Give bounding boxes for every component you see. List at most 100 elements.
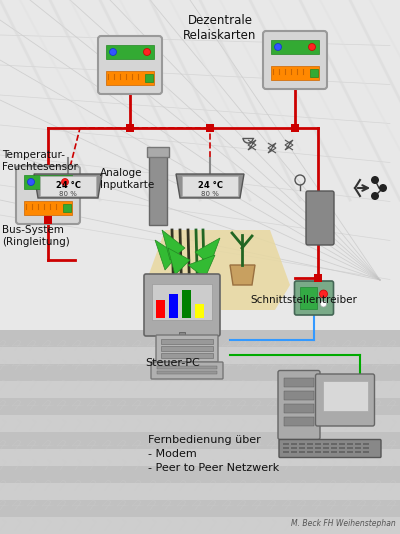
Bar [106, 45, 154, 59]
Circle shape [28, 178, 34, 185]
Bar [347, 443, 353, 445]
Circle shape [308, 43, 316, 51]
Bar [307, 443, 313, 445]
Bar [291, 443, 297, 445]
Text: Analoge
Inputkarte: Analoge Inputkarte [100, 168, 154, 190]
Bar [331, 446, 337, 449]
Bar [0, 381, 400, 398]
Circle shape [371, 176, 379, 184]
FancyBboxPatch shape [144, 274, 220, 336]
Bar [161, 353, 213, 358]
Bar [299, 451, 305, 453]
Bar [182, 290, 191, 318]
Circle shape [110, 49, 116, 56]
Text: Fernbedienung über
- Modem
- Peer to Peer Netzwerk: Fernbedienung über - Modem - Peer to Pee… [148, 435, 279, 473]
Bar [0, 398, 400, 415]
Bar [347, 446, 353, 449]
Bar [307, 451, 313, 453]
Text: Schnittstellentreiber: Schnittstellentreiber [250, 295, 357, 305]
Circle shape [320, 290, 328, 298]
Text: 24 °C: 24 °C [198, 180, 222, 190]
Bar [363, 446, 369, 449]
Bar [283, 451, 289, 453]
FancyBboxPatch shape [278, 371, 320, 439]
Circle shape [144, 49, 150, 56]
Bar [182, 176, 238, 196]
FancyBboxPatch shape [279, 439, 381, 458]
Bar [0, 500, 400, 517]
FancyBboxPatch shape [151, 362, 223, 379]
Polygon shape [34, 174, 102, 198]
Bar [291, 124, 299, 132]
Bar [157, 371, 217, 374]
Bar [152, 284, 212, 320]
Bar [0, 364, 400, 381]
Bar [355, 446, 361, 449]
Bar [156, 300, 165, 318]
Polygon shape [195, 238, 220, 265]
Bar [363, 443, 369, 445]
Bar [169, 294, 178, 318]
FancyBboxPatch shape [316, 374, 374, 426]
Bar [0, 517, 400, 534]
Bar [307, 446, 313, 449]
Text: Dezentrale
Relaiskarten: Dezentrale Relaiskarten [183, 14, 257, 42]
Polygon shape [176, 174, 244, 198]
Text: Steuer-PC: Steuer-PC [145, 358, 200, 368]
Bar [161, 339, 213, 344]
Bar [339, 446, 345, 449]
Bar [284, 378, 314, 387]
Bar [347, 451, 353, 453]
Text: 80 %: 80 % [59, 191, 77, 197]
Bar [40, 176, 96, 196]
Circle shape [371, 192, 379, 200]
Bar [339, 451, 345, 453]
Bar [195, 304, 204, 318]
Bar [0, 415, 400, 432]
Circle shape [274, 43, 282, 51]
Bar [24, 201, 72, 215]
Bar [323, 443, 329, 445]
Bar [299, 446, 305, 449]
FancyBboxPatch shape [263, 31, 327, 89]
Bar [0, 432, 400, 449]
Bar [310, 69, 318, 77]
Bar [0, 449, 400, 466]
Text: M. Beck FH Weihenstephan: M. Beck FH Weihenstephan [291, 519, 396, 528]
Bar [283, 446, 289, 449]
Bar [323, 451, 329, 453]
Bar [355, 443, 361, 445]
Bar [315, 451, 321, 453]
Bar [315, 446, 321, 449]
Circle shape [320, 301, 326, 307]
Bar [284, 404, 314, 412]
Bar [0, 483, 400, 500]
Polygon shape [155, 240, 178, 270]
Bar [145, 74, 153, 82]
Bar [63, 204, 71, 212]
Bar [284, 417, 314, 426]
Bar [339, 443, 345, 445]
Bar [331, 443, 337, 445]
Bar [283, 443, 289, 445]
Bar [179, 332, 185, 338]
Bar [44, 216, 52, 224]
Bar [271, 40, 319, 54]
Bar [0, 466, 400, 483]
FancyBboxPatch shape [156, 335, 218, 362]
Bar [291, 451, 297, 453]
Bar [323, 446, 329, 449]
Text: Bus-System
(Ringleitung): Bus-System (Ringleitung) [2, 225, 70, 247]
Bar [331, 451, 337, 453]
Bar [157, 366, 217, 369]
Bar [363, 451, 369, 453]
Text: 24 °C: 24 °C [56, 180, 80, 190]
Text: 80 %: 80 % [201, 191, 219, 197]
Bar [149, 155, 167, 225]
FancyBboxPatch shape [16, 166, 80, 224]
Bar [0, 330, 400, 347]
Bar [299, 443, 305, 445]
Bar [161, 346, 213, 351]
Bar [126, 124, 134, 132]
Polygon shape [162, 230, 185, 260]
